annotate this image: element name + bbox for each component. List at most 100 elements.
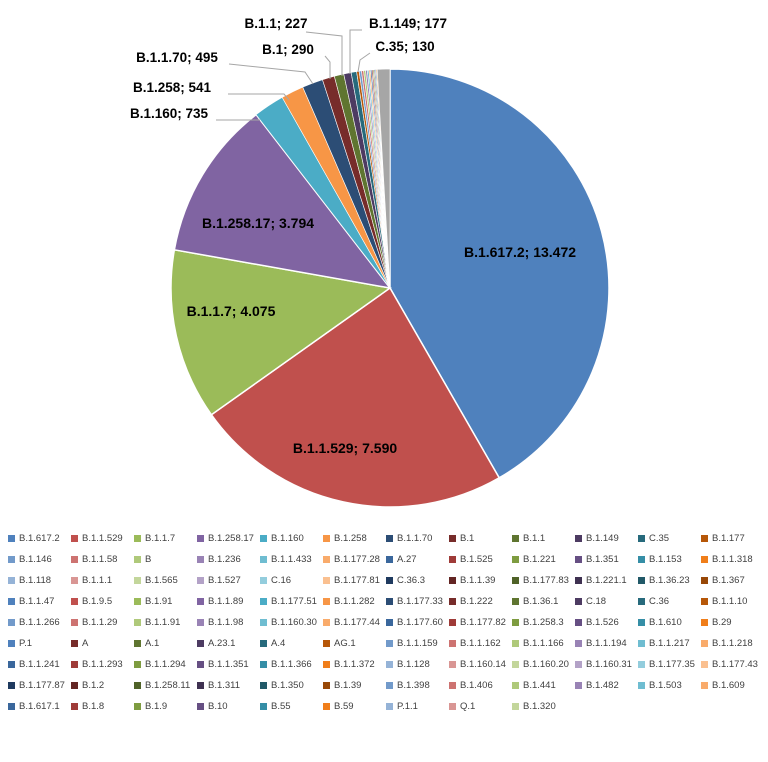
legend-label: C.16 bbox=[271, 575, 292, 586]
legend-item: B.1.177.33 bbox=[386, 591, 449, 612]
legend-swatch bbox=[8, 535, 15, 542]
legend-item: A.23.1 bbox=[197, 633, 260, 654]
legend-item: B.1.177.35 bbox=[638, 654, 701, 675]
legend-swatch bbox=[512, 598, 519, 605]
legend-swatch bbox=[197, 577, 204, 584]
legend-label: B.1.177.87 bbox=[19, 680, 65, 691]
legend-item: B.10 bbox=[197, 696, 260, 717]
leader-line-b-1-1-70 bbox=[228, 63, 314, 85]
legend-label: B.1.1.372 bbox=[334, 659, 375, 670]
legend-label: B.1.610 bbox=[649, 617, 682, 628]
legend-item: B.1.1.217 bbox=[638, 633, 701, 654]
legend-item: B.1.1.166 bbox=[512, 633, 575, 654]
legend-label: B.1.177.83 bbox=[523, 575, 569, 586]
legend-label: B.1.351 bbox=[586, 554, 619, 565]
legend-swatch bbox=[512, 577, 519, 584]
legend-label: C.36.3 bbox=[397, 575, 425, 586]
legend-label: B.1.367 bbox=[712, 575, 745, 586]
legend-label: B.1.320 bbox=[523, 701, 556, 712]
legend-swatch bbox=[8, 619, 15, 626]
legend-item: C.35 bbox=[638, 528, 701, 549]
legend-label: B.1.1.162 bbox=[460, 638, 501, 649]
legend-label: B.1.482 bbox=[586, 680, 619, 691]
legend-swatch bbox=[449, 640, 456, 647]
legend-swatch bbox=[197, 682, 204, 689]
legend-item: B.1.1.366 bbox=[260, 654, 323, 675]
legend-item: B.1.609 bbox=[701, 675, 764, 696]
legend-swatch bbox=[197, 619, 204, 626]
legend-label: B.1.128 bbox=[397, 659, 430, 670]
leader-line-c-35 bbox=[357, 52, 371, 73]
legend-label: C.35 bbox=[649, 533, 670, 544]
legend-label: B.1.9 bbox=[145, 701, 168, 712]
legend-swatch bbox=[449, 598, 456, 605]
legend-swatch bbox=[197, 535, 204, 542]
legend-label: B.29 bbox=[712, 617, 732, 628]
legend-item: B.1.1.266 bbox=[8, 612, 71, 633]
legend-swatch bbox=[386, 682, 393, 689]
leader-line-b-1-1 bbox=[305, 31, 343, 76]
legend-swatch bbox=[512, 703, 519, 710]
legend-item: B.1.177 bbox=[701, 528, 764, 549]
legend-swatch bbox=[8, 577, 15, 584]
legend-label: B.1.1.91 bbox=[145, 617, 181, 628]
legend-item: C.36 bbox=[638, 591, 701, 612]
legend-label: B.1.221.1 bbox=[586, 575, 627, 586]
legend-item: B.1.1.159 bbox=[386, 633, 449, 654]
leader-line-b-1 bbox=[324, 55, 331, 79]
legend-swatch bbox=[449, 619, 456, 626]
legend-label: Q.1 bbox=[460, 701, 476, 712]
legend-item: B.1.350 bbox=[260, 675, 323, 696]
legend-label: B.1.1.293 bbox=[82, 659, 123, 670]
legend-label: B.1 bbox=[460, 533, 475, 544]
legend-swatch bbox=[71, 577, 78, 584]
legend-swatch bbox=[197, 640, 204, 647]
legend-item: B.1.258.11 bbox=[134, 675, 197, 696]
legend-item: B.1.118 bbox=[8, 570, 71, 591]
legend-item: B.1.160.20 bbox=[512, 654, 575, 675]
legend-label: B bbox=[145, 554, 152, 565]
legend-swatch bbox=[701, 556, 708, 563]
legend-label: B.1.609 bbox=[712, 680, 745, 691]
legend-swatch bbox=[134, 577, 141, 584]
legend-item: B.1.1.218 bbox=[701, 633, 764, 654]
legend-swatch bbox=[638, 556, 645, 563]
legend-label: B.1.39 bbox=[334, 680, 362, 691]
legend-item: B.1 bbox=[449, 528, 512, 549]
legend-item: B.1.177.82 bbox=[449, 612, 512, 633]
legend-label: B.1.1.29 bbox=[82, 617, 118, 628]
legend-swatch bbox=[512, 619, 519, 626]
legend-item: B.1.177.87 bbox=[8, 675, 71, 696]
legend-item: B.1.8 bbox=[71, 696, 134, 717]
legend-item: B.1.36.23 bbox=[638, 570, 701, 591]
legend: B.1.617.2 B.1.1.529 B.1.1.7 B.1.258.17 B.1.1… bbox=[8, 528, 766, 758]
pie-slices bbox=[170, 68, 610, 508]
legend-swatch bbox=[638, 577, 645, 584]
legend-label: B.1.565 bbox=[145, 575, 178, 586]
legend-label: B.1.350 bbox=[271, 680, 304, 691]
legend-item: B.1.177.83 bbox=[512, 570, 575, 591]
legend-swatch bbox=[575, 535, 582, 542]
legend-item: A.4 bbox=[260, 633, 323, 654]
legend-item: B.1.9.5 bbox=[71, 591, 134, 612]
legend-item: B.1.128 bbox=[386, 654, 449, 675]
legend-swatch bbox=[638, 535, 645, 542]
legend-swatch bbox=[701, 535, 708, 542]
legend-swatch bbox=[71, 661, 78, 668]
data-labels: B.1.617.2; 13.472 B.1.1.529; 7.590 B.1.1.7… bbox=[130, 16, 576, 456]
legend-swatch bbox=[323, 703, 330, 710]
legend-item: P.1 bbox=[8, 633, 71, 654]
legend-label: B.1.8 bbox=[82, 701, 105, 712]
legend-label: B.1.398 bbox=[397, 680, 430, 691]
data-label-b-1-1-529: B.1.1.529; 7.590 bbox=[293, 440, 398, 456]
legend-swatch bbox=[386, 619, 393, 626]
data-label-b-1-258-17: B.1.258.17; 3.794 bbox=[202, 215, 314, 231]
legend-swatch bbox=[575, 577, 582, 584]
legend-label: B.1.177.81 bbox=[334, 575, 380, 586]
legend-swatch bbox=[8, 556, 15, 563]
legend-label: B.1.118 bbox=[19, 575, 52, 586]
legend-swatch bbox=[134, 703, 141, 710]
legend-swatch bbox=[638, 640, 645, 647]
legend-label: B.1.1.159 bbox=[397, 638, 438, 649]
legend-label: A bbox=[82, 638, 89, 649]
